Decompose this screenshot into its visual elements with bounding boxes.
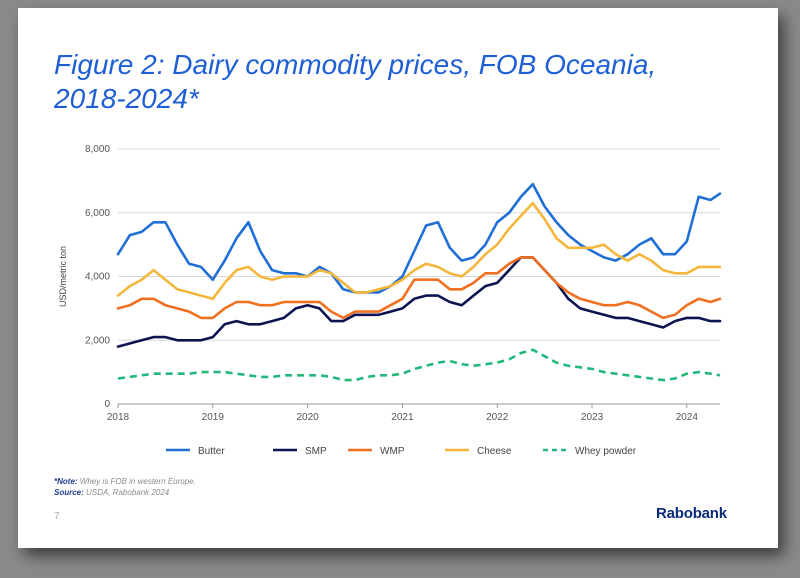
series-line-whey-powder	[117, 348, 721, 382]
brand-logo: Rabobank	[656, 505, 727, 522]
y-tick-label: 0	[104, 399, 110, 410]
x-tick-label: 2019	[202, 412, 225, 423]
x-tick-label: 2021	[391, 412, 414, 423]
legend-label: SMP	[305, 446, 327, 457]
y-axis-label: USD/metric ton	[58, 246, 68, 307]
series-line-cheese	[116, 201, 722, 301]
axes: 0 2,000 4,000 6,000 8,000 2018 2019 2020 2021 202…	[58, 144, 720, 423]
legend-label: Cheese	[477, 446, 512, 457]
chart: 0 2,000 4,000 6,000 8,000 2018 2019 2020 2021 202…	[58, 144, 722, 457]
legend-label: WMP	[380, 446, 405, 457]
gridlines	[118, 148, 720, 341]
page-title: Figure 2: Dairy commodity prices, FOB Oc…	[54, 49, 657, 114]
legend: Butter SMP WMP Cheese Whey powder	[166, 446, 637, 457]
y-tick-label: 8,000	[85, 144, 110, 155]
note-label: *Note:	[54, 477, 78, 486]
legend-label: Butter	[198, 446, 225, 457]
note-line: *Note: Whey is FOB in western Europe.	[54, 476, 196, 487]
y-tick-label: 4,000	[85, 272, 110, 283]
source-label: Source:	[54, 488, 84, 497]
series-line-smp	[116, 256, 722, 348]
x-tick-label: 2020	[296, 412, 319, 423]
footnote: *Note: Whey is FOB in western Europe. So…	[54, 476, 196, 498]
page-number: 7	[54, 511, 60, 522]
x-tick-label: 2018	[107, 412, 130, 423]
source-text: USDA, Rabobank 2024	[86, 488, 170, 497]
legend-label: Whey powder	[575, 446, 637, 457]
y-tick-label: 2,000	[85, 335, 110, 346]
slide: Figure 2: Dairy commodity prices, FOB Oc…	[18, 8, 778, 548]
source-line: Source: USDA, Rabobank 2024	[54, 487, 196, 498]
x-tick-label: 2024	[676, 412, 699, 423]
y-tick-label: 6,000	[85, 208, 110, 219]
x-tick-label: 2023	[581, 412, 604, 423]
series-lines	[116, 182, 722, 382]
note-text: Whey is FOB in western Europe.	[79, 477, 196, 486]
x-tick-label: 2022	[486, 412, 509, 423]
series-line-wmp	[116, 256, 722, 320]
